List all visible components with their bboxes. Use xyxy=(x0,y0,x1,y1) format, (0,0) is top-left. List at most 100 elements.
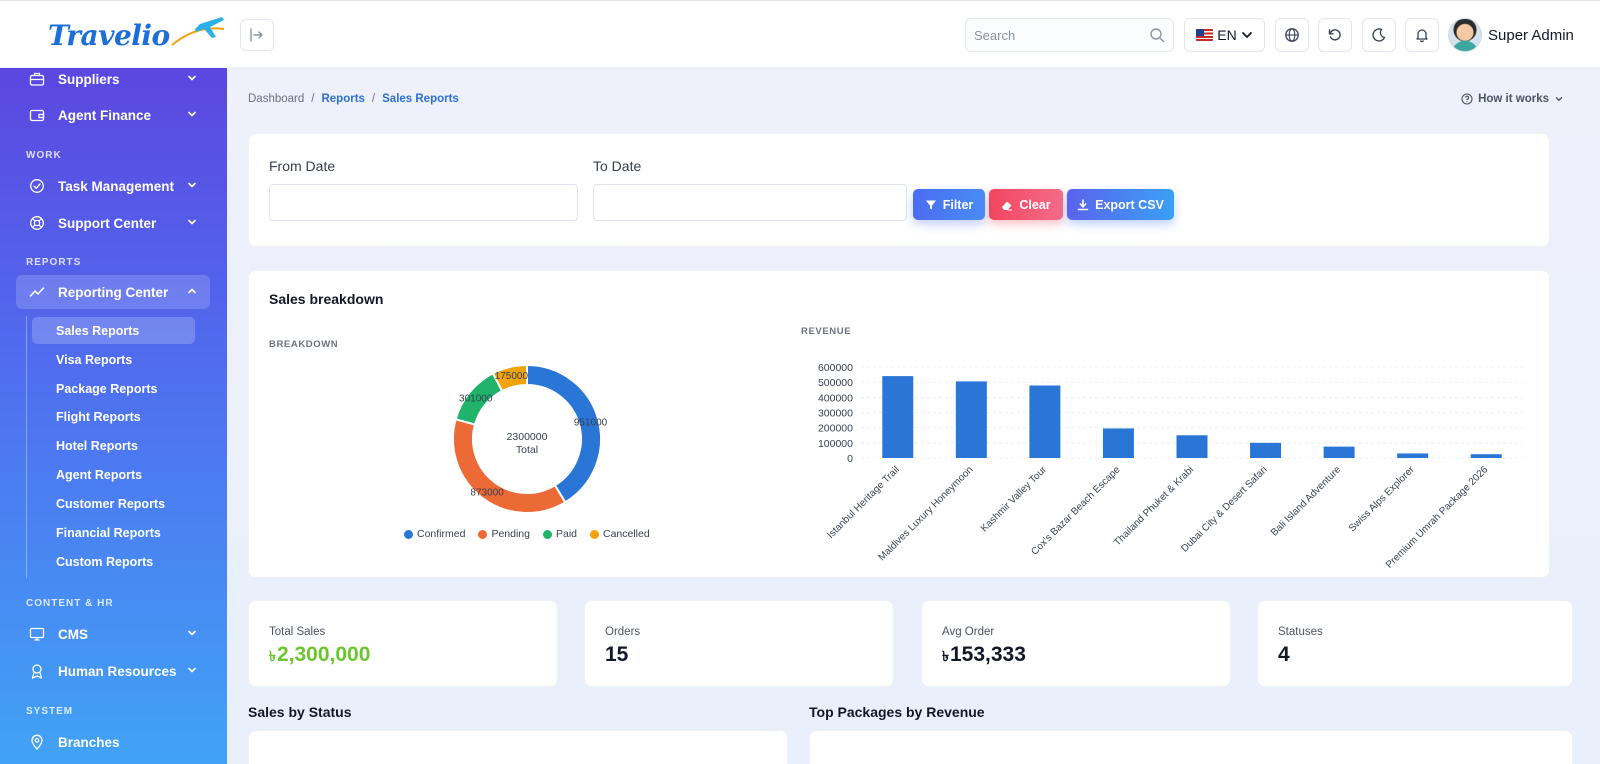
legend-label: Cancelled xyxy=(603,528,650,540)
sidebar-item-cms[interactable]: CMS xyxy=(16,617,210,651)
breadcrumb-reports[interactable]: Reports xyxy=(321,93,365,105)
donut-legend: Confirmed Pending Paid Cancelled xyxy=(404,528,650,540)
revenue-bar[interactable] xyxy=(1102,428,1134,458)
y-tick-label: 300000 xyxy=(818,408,853,420)
filter-button[interactable]: Filter xyxy=(913,189,985,220)
sidebar-subitem-visa-reports[interactable]: Visa Reports xyxy=(56,352,133,367)
sidebar-subitem-financial-reports[interactable]: Financial Reports xyxy=(56,525,161,540)
sidebar-collapse-button[interactable] xyxy=(240,19,274,51)
sidebar-item-label: Reporting Center xyxy=(58,284,169,300)
user-name: Super Admin xyxy=(1488,26,1574,44)
brand-name: Travelio xyxy=(48,18,170,52)
section-label-content-hr: CONTENT & HR xyxy=(26,598,114,609)
sidebar-item-reporting-center[interactable]: Reporting Center xyxy=(16,275,210,309)
clear-button[interactable]: Clear xyxy=(989,189,1063,220)
notifications-button[interactable] xyxy=(1405,18,1439,52)
help-circle-icon xyxy=(1461,93,1473,105)
sidebar-item-label: Task Management xyxy=(58,178,175,194)
brand-logo[interactable]: Travelio xyxy=(48,15,228,55)
revenue-label: REVENUE xyxy=(801,326,852,337)
sales-by-status-title: Sales by Status xyxy=(248,704,352,720)
breadcrumb-home[interactable]: Dashboard xyxy=(248,93,305,105)
stat-number: 2,300,000 xyxy=(276,643,371,666)
legend-item-pending[interactable]: Pending xyxy=(478,528,530,540)
legend-item-confirmed[interactable]: Confirmed xyxy=(404,528,465,540)
stat-value: 15 xyxy=(605,643,628,667)
globe-icon xyxy=(1285,28,1299,42)
sidebar-subitem-customer-reports[interactable]: Customer Reports xyxy=(56,496,166,511)
eraser-icon xyxy=(1002,201,1013,210)
export-csv-button[interactable]: Export CSV xyxy=(1067,189,1174,220)
legend-label: Confirmed xyxy=(417,528,466,540)
sidebar-item-support-center[interactable]: Support Center xyxy=(16,206,210,240)
search-icon[interactable] xyxy=(1149,27,1165,48)
stat-card-total-sales: Total Sales ৳2,300,000 xyxy=(248,600,558,687)
how-it-works-label: How it works xyxy=(1478,93,1549,105)
legend-dot xyxy=(590,529,599,539)
y-tick-label: 400000 xyxy=(818,392,853,404)
sidebar-item-branches[interactable]: Branches xyxy=(16,725,210,759)
user-badge-icon xyxy=(28,662,46,680)
chevron-down-icon xyxy=(188,111,196,117)
sales-breakdown-card: Sales breakdown BREAKDOWN REVENUE 951000… xyxy=(248,270,1550,578)
stat-value: ৳2,300,000 xyxy=(269,643,370,669)
stat-number: 4 xyxy=(1278,643,1290,666)
legend-item-cancelled[interactable]: Cancelled xyxy=(590,528,650,540)
funnel-icon xyxy=(925,200,936,209)
how-it-works-link[interactable]: How it works xyxy=(1461,93,1564,105)
breakdown-label: BREAKDOWN xyxy=(269,339,339,350)
chevron-up-icon xyxy=(188,288,196,294)
x-tick-label: Bali Island Adventure xyxy=(1269,464,1344,539)
chevron-down-icon xyxy=(1555,97,1563,102)
user-menu[interactable]: Super Admin xyxy=(1448,17,1574,53)
wallet-icon xyxy=(28,106,46,124)
legend-label: Paid xyxy=(555,528,577,540)
stat-number: 153,333 xyxy=(949,643,1026,666)
sidebar-item-human-resources[interactable]: Human Resources xyxy=(16,654,210,688)
sidebar-item-label: Agent Finance xyxy=(58,107,152,123)
check-circle-icon xyxy=(28,177,46,195)
donut-data-label: 175000 xyxy=(495,371,529,382)
donut-slice-cancelled[interactable] xyxy=(491,363,528,393)
revenue-bar[interactable] xyxy=(1029,385,1061,458)
map-pin-icon xyxy=(28,733,46,751)
stat-label: Avg Order xyxy=(942,626,995,638)
x-tick-label: Istanbul Heritage Trail xyxy=(825,464,902,541)
to-date-label: To Date xyxy=(593,158,642,174)
sidebar-item-task-management[interactable]: Task Management xyxy=(16,169,210,203)
refresh-button[interactable] xyxy=(1318,18,1352,52)
briefcase-icon xyxy=(28,70,46,88)
sidebar-subitem-custom-reports[interactable]: Custom Reports xyxy=(56,554,154,569)
revenue-bar[interactable] xyxy=(1176,435,1208,458)
revenue-bar[interactable] xyxy=(1470,454,1502,458)
chevron-down-icon xyxy=(188,667,196,673)
x-tick-label: Thailand Phuket & Krabi xyxy=(1112,464,1196,548)
globe-button[interactable] xyxy=(1275,18,1309,52)
language-select[interactable]: EN xyxy=(1184,18,1265,52)
stat-value: ৳153,333 xyxy=(942,643,1026,669)
sidebar-subitem-agent-reports[interactable]: Agent Reports xyxy=(56,467,143,482)
from-date-input[interactable] xyxy=(269,184,578,221)
sidebar-item-label: Suppliers xyxy=(58,71,120,87)
sidebar-item-suppliers[interactable]: Suppliers xyxy=(16,68,210,96)
search-input[interactable] xyxy=(974,27,1144,43)
revenue-bar[interactable] xyxy=(882,376,914,458)
stat-value: 4 xyxy=(1278,643,1290,667)
chevron-down-icon xyxy=(1241,32,1252,39)
revenue-bar[interactable] xyxy=(955,381,987,458)
theme-toggle-button[interactable] xyxy=(1362,18,1396,52)
sidebar-subitem-package-reports[interactable]: Package Reports xyxy=(56,381,158,396)
sidebar-item-label: Human Resources xyxy=(58,663,177,679)
legend-item-paid[interactable]: Paid xyxy=(542,528,577,540)
x-tick-label: Cox's Bazar Beach Escape xyxy=(1029,464,1123,558)
sidebar-subitem-sales-reports[interactable]: Sales Reports xyxy=(32,317,195,344)
revenue-bar[interactable] xyxy=(1397,453,1429,458)
sidebar-subitem-hotel-reports[interactable]: Hotel Reports xyxy=(56,438,138,453)
sidebar-subitem-flight-reports[interactable]: Flight Reports xyxy=(56,409,141,424)
moon-icon xyxy=(1372,28,1386,42)
to-date-input[interactable] xyxy=(593,184,907,221)
revenue-bar[interactable] xyxy=(1323,446,1355,458)
sidebar-item-agent-finance[interactable]: Agent Finance xyxy=(16,98,210,132)
currency-symbol: ৳ xyxy=(942,648,949,664)
revenue-bar[interactable] xyxy=(1250,442,1282,458)
